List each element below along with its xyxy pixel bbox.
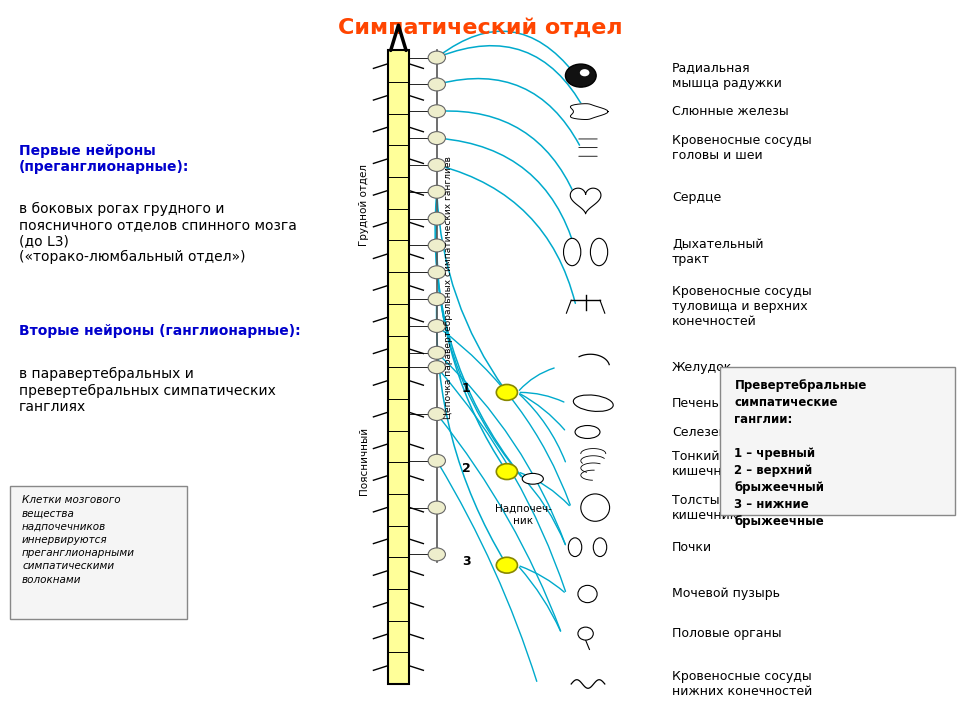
Text: Селезенка: Селезенка	[672, 426, 742, 438]
Circle shape	[428, 51, 445, 64]
Ellipse shape	[590, 238, 608, 266]
Text: Цепочка паравертебральных симпатических ганглиев: Цепочка паравертебральных симпатических …	[444, 156, 453, 420]
Text: Сердце: Сердце	[672, 192, 721, 204]
FancyArrowPatch shape	[440, 78, 580, 145]
FancyArrowPatch shape	[439, 416, 561, 631]
FancyArrowPatch shape	[519, 368, 554, 390]
FancyArrowPatch shape	[438, 463, 537, 681]
Text: Превертебральные
симпатические
ганглии:

1 – чревный
2 – верхний
брыжеечный
3 – : Превертебральные симпатические ганглии: …	[734, 379, 867, 528]
Text: 2: 2	[462, 462, 470, 474]
FancyArrowPatch shape	[440, 45, 585, 109]
Circle shape	[428, 346, 445, 359]
FancyBboxPatch shape	[720, 367, 955, 515]
FancyArrowPatch shape	[520, 392, 564, 402]
Ellipse shape	[573, 395, 613, 411]
Ellipse shape	[564, 238, 581, 266]
Circle shape	[496, 557, 517, 573]
Text: Печень: Печень	[672, 397, 720, 410]
Circle shape	[428, 212, 445, 225]
Text: Почки: Почки	[672, 541, 712, 554]
Circle shape	[428, 78, 445, 91]
Polygon shape	[570, 104, 608, 120]
Circle shape	[428, 548, 445, 561]
Text: Половые органы: Половые органы	[672, 627, 781, 640]
FancyArrowPatch shape	[519, 395, 565, 462]
FancyArrowPatch shape	[520, 394, 564, 430]
Circle shape	[428, 105, 445, 118]
FancyArrowPatch shape	[440, 111, 575, 195]
FancyArrowPatch shape	[439, 31, 574, 73]
Text: Грудной отдел: Грудной отдел	[359, 164, 369, 246]
Text: Кровеносные сосуды
головы и шеи: Кровеносные сосуды головы и шеи	[672, 134, 812, 161]
Text: Дыхательный
тракт: Дыхательный тракт	[672, 238, 763, 266]
Circle shape	[428, 292, 445, 305]
Ellipse shape	[575, 426, 600, 438]
FancyArrowPatch shape	[439, 355, 565, 544]
Polygon shape	[570, 188, 601, 214]
Text: Клетки мозгового
вещества
надпочечников
иннервируются
преганглионарными
симпатич: Клетки мозгового вещества надпочечников …	[22, 495, 135, 585]
FancyArrowPatch shape	[437, 194, 505, 390]
Ellipse shape	[568, 538, 582, 557]
Text: Толстый
кишечник: Толстый кишечник	[672, 494, 738, 521]
FancyArrowPatch shape	[436, 221, 521, 477]
Text: Надпочеч-
ник: Надпочеч- ник	[494, 504, 552, 526]
Text: 1: 1	[462, 382, 470, 395]
Text: Тонкий
кишечник: Тонкий кишечник	[672, 451, 738, 478]
Text: Поясничный: Поясничный	[359, 427, 369, 495]
Circle shape	[428, 185, 445, 198]
FancyArrowPatch shape	[519, 474, 565, 544]
Text: в паравертебральных и
превертебральных симпатических
ганглиях: в паравертебральных и превертебральных с…	[19, 367, 276, 414]
Text: Вторые нейроны (ганглионарные):: Вторые нейроны (ганглионарные):	[19, 324, 300, 338]
FancyArrowPatch shape	[439, 328, 570, 505]
FancyArrowPatch shape	[519, 567, 561, 631]
Circle shape	[428, 320, 445, 333]
Text: Кровеносные сосуды
нижних конечностей: Кровеносные сосуды нижних конечностей	[672, 670, 812, 698]
FancyArrowPatch shape	[440, 138, 575, 249]
FancyArrowPatch shape	[520, 566, 564, 592]
Circle shape	[428, 132, 445, 145]
Text: Радиальная
мышца радужки: Радиальная мышца радужки	[672, 62, 781, 89]
Ellipse shape	[578, 627, 593, 640]
FancyArrowPatch shape	[435, 194, 521, 477]
Text: в боковых рогах грудного и
поясничного отделов спинного мозга
(до L3)
(«торако-л: в боковых рогах грудного и поясничного о…	[19, 202, 297, 264]
FancyArrowPatch shape	[437, 248, 505, 469]
Circle shape	[496, 384, 517, 400]
Text: Слюнные железы: Слюнные железы	[672, 105, 789, 118]
Circle shape	[496, 464, 517, 480]
Circle shape	[428, 454, 445, 467]
FancyArrowPatch shape	[440, 166, 575, 303]
Circle shape	[428, 501, 445, 514]
Circle shape	[428, 361, 445, 374]
Circle shape	[580, 69, 589, 76]
Text: Мочевой пузырь: Мочевой пузырь	[672, 588, 780, 600]
FancyArrowPatch shape	[437, 302, 505, 563]
Circle shape	[565, 64, 596, 87]
Circle shape	[428, 266, 445, 279]
Ellipse shape	[522, 474, 543, 484]
Ellipse shape	[581, 494, 610, 521]
Ellipse shape	[578, 585, 597, 603]
FancyBboxPatch shape	[10, 486, 187, 619]
Ellipse shape	[593, 538, 607, 557]
Text: Симпатический отдел: Симпатический отдел	[338, 18, 622, 38]
Text: Первые нейроны
(преганглионарные):: Первые нейроны (преганглионарные):	[19, 144, 189, 174]
Bar	[388, 50, 409, 684]
Circle shape	[428, 158, 445, 171]
Circle shape	[428, 408, 445, 420]
Text: Кровеносные сосуды
туловища и верхних
конечностей: Кровеносные сосуды туловища и верхних ко…	[672, 284, 812, 328]
FancyArrowPatch shape	[520, 472, 569, 505]
Circle shape	[428, 239, 445, 252]
Text: Желудок: Желудок	[672, 361, 732, 374]
Text: 3: 3	[462, 555, 470, 568]
FancyArrowPatch shape	[439, 369, 565, 591]
